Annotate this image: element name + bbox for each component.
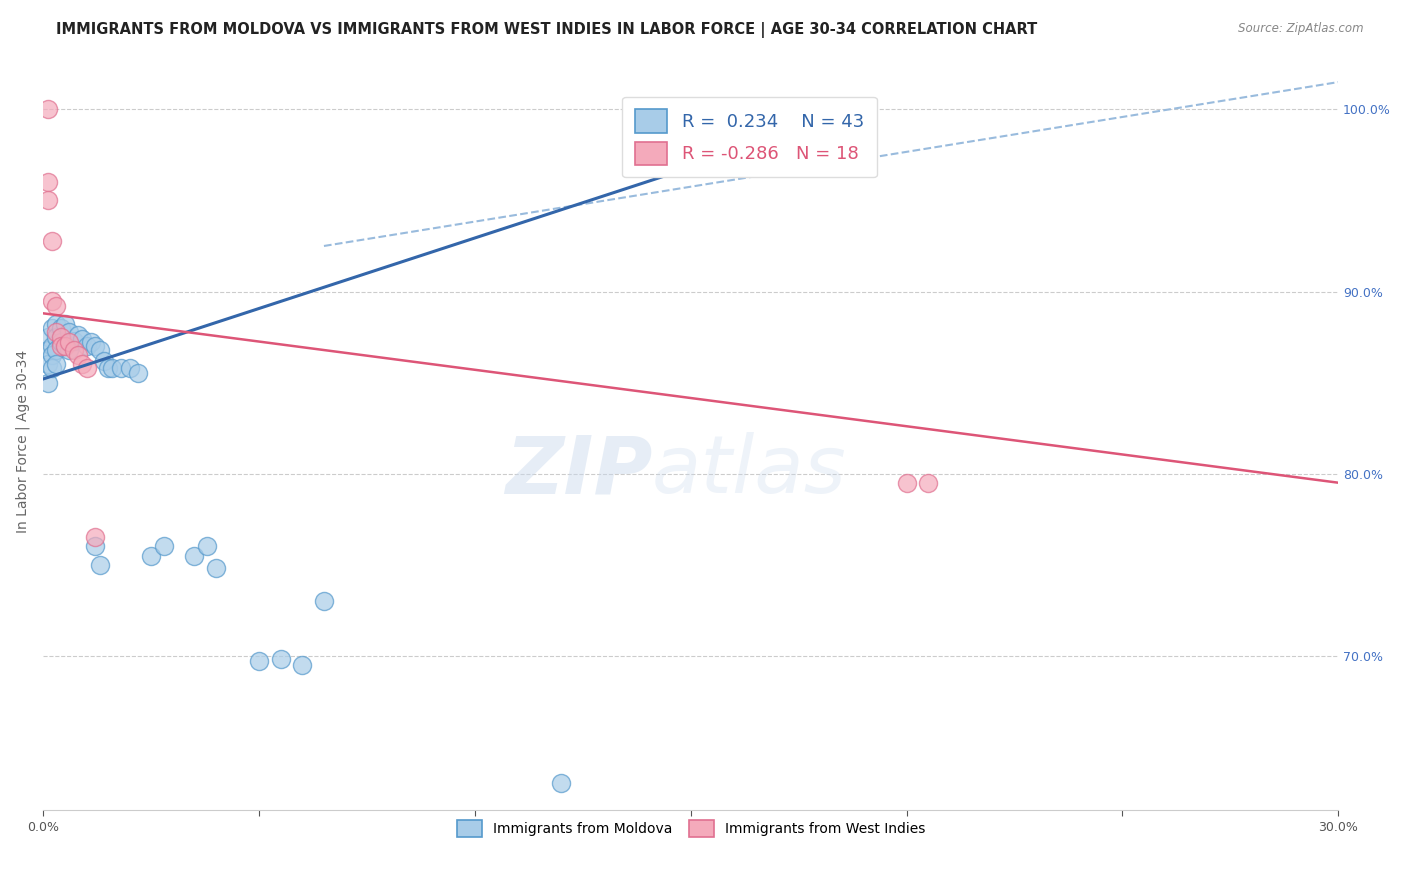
Text: ZIP: ZIP [505,433,652,510]
Point [550,776,572,790]
Point [37,343,59,357]
Text: atlas: atlas [652,433,846,510]
Point [101,361,124,376]
Point [270,652,292,666]
Point [291,657,314,672]
Point [247,654,270,668]
Point [41,361,63,376]
Point [41,293,63,308]
Point [127,367,149,381]
Point [70,332,93,346]
Y-axis label: In Labor Force | Age 30-34: In Labor Force | Age 30-34 [15,351,30,533]
Point [70,357,93,371]
Point [58,325,80,339]
Point [197,540,219,554]
Point [312,594,335,608]
Point [76,361,98,376]
Point [37,175,59,189]
Point [53,318,76,332]
Text: Source: ZipAtlas.com: Source: ZipAtlas.com [1239,22,1364,36]
Point [45,325,67,339]
Point [45,299,67,313]
Point [89,558,111,572]
Point [58,343,80,357]
Point [76,339,98,353]
Point [84,540,107,554]
Point [41,339,63,353]
Point [141,549,163,563]
Point [37,330,59,344]
Point [62,343,84,357]
Point [896,475,918,490]
Point [45,318,67,332]
Point [41,321,63,335]
Point [84,530,107,544]
Point [53,339,76,353]
Point [49,335,72,350]
Point [93,353,115,368]
Point [97,361,120,376]
Point [41,348,63,362]
Point [37,103,59,117]
Point [118,361,141,376]
Point [45,357,67,371]
Point [37,194,59,208]
Point [37,357,59,371]
Point [89,343,111,357]
Legend: Immigrants from Moldova, Immigrants from West Indies: Immigrants from Moldova, Immigrants from… [450,814,932,844]
Point [45,330,67,344]
Point [62,334,84,348]
Point [49,330,72,344]
Point [49,321,72,335]
Point [153,540,176,554]
Point [49,339,72,353]
Point [84,339,107,353]
Text: IMMIGRANTS FROM MOLDOVA VS IMMIGRANTS FROM WEST INDIES IN LABOR FORCE | AGE 30-3: IMMIGRANTS FROM MOLDOVA VS IMMIGRANTS FR… [56,22,1038,38]
Point [80,335,103,350]
Point [66,328,89,343]
Point [66,348,89,362]
Point [183,549,205,563]
Point [205,561,228,575]
Point [41,234,63,248]
Point [917,475,939,490]
Point [45,343,67,357]
Point [110,361,132,376]
Point [37,376,59,390]
Point [53,339,76,353]
Point [58,335,80,350]
